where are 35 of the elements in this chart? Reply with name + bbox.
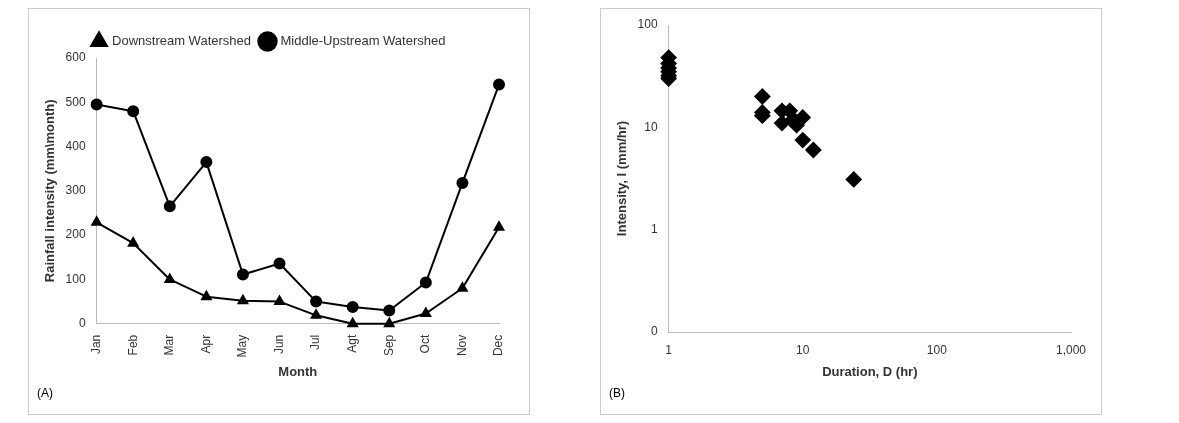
- y-tick-label: 100: [637, 17, 658, 32]
- x-tick-label: Feb: [125, 334, 140, 356]
- x-axis-title: Duration, D (hr): [822, 363, 918, 379]
- y-axis-title: Rainfall intensity (mm\month): [42, 99, 58, 283]
- x-tick-label: 10: [796, 342, 810, 357]
- x-tick-label: Mar: [162, 334, 177, 356]
- x-axis-title: Month: [278, 363, 318, 379]
- y-tick-label: 0: [650, 324, 658, 339]
- y-tick-label: 1: [650, 221, 658, 236]
- y-tick-label: 200: [65, 227, 86, 242]
- x-tick-label: Jul: [308, 334, 323, 351]
- legend-label: Downstream Watershed: [112, 33, 252, 49]
- x-tick-label: Nov: [454, 334, 469, 357]
- x-tick-label: Jan: [88, 334, 103, 355]
- y-tick-label: 0: [78, 316, 86, 331]
- y-tick-label: 500: [65, 94, 86, 109]
- y-tick-label: 600: [65, 50, 86, 65]
- x-tick-label: Jun: [271, 334, 286, 355]
- x-tick-label: 1: [665, 342, 673, 357]
- x-tick-label: 1,000: [1055, 342, 1087, 357]
- y-axis-title: Intensity, I (mm/hr): [614, 120, 630, 237]
- x-tick-label: 100: [926, 342, 948, 357]
- x-tick-label: Oct: [418, 334, 433, 354]
- x-tick-label: Apr: [198, 334, 213, 354]
- text: (A): [37, 386, 53, 400]
- text: (B): [609, 386, 625, 400]
- legend-label: Middle-Upstream Watershed: [280, 33, 446, 49]
- x-tick-label: Dec: [491, 334, 506, 357]
- y-tick-label: 400: [65, 138, 86, 153]
- y-tick-label: 10: [644, 119, 658, 134]
- y-tick-label: 100: [65, 271, 86, 286]
- x-tick-label: May: [235, 334, 250, 358]
- y-tick-label: 300: [65, 183, 86, 198]
- x-tick-label: Agt: [344, 334, 359, 353]
- x-tick-label: Sep: [381, 334, 396, 357]
